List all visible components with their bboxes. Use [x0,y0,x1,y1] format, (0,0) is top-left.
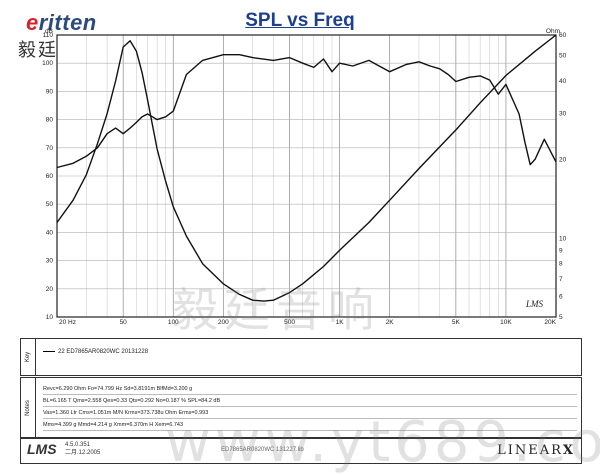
logo-wordmark: eritten [26,10,97,35]
legend-panel: Key 22 ED7865AR0820WC 20131228 [20,338,582,376]
chart-title: SPL vs Freq [245,10,355,31]
y-right-tick-label: 30 [559,111,567,118]
note-row: Mms=4.399 g Mmd=4.214 g Xmm=6.370m H Xem… [43,420,577,431]
chart: 20 Hz 50 100 200 500 1K 2K 5K 10K 20K dB 10 20 30 40 50… [42,28,567,326]
footer-version: 4.5.0.351 二月.12.2005 [65,442,101,456]
impedance-series-line [56,34,557,302]
y-left-axis-label: dB [45,28,53,35]
y-right-tick-label: 10 [559,235,567,242]
x-tick-label: 50 [120,319,128,326]
footer-panel: LMS 4.5.0.351 二月.12.2005 ED7865AR0820WC 1… [20,438,582,464]
y-left-tick-label: 110 [43,32,54,39]
footer-lms-logo: LMS [27,441,57,457]
x-tick-label: 5K [452,319,461,326]
y-left-tick-label: 60 [46,173,54,180]
x-tick-label: 500 [284,319,295,326]
y-left-tick-label: 100 [42,60,53,67]
footer-brand-logo: LINEARX [497,443,575,458]
y-left-tick-label: 70 [46,145,54,152]
legend-side-label: Key [21,339,36,375]
y-right-tick-label: 5 [559,314,563,321]
x-tick-label: 200 [218,319,229,326]
x-tick-label: 10K [500,319,512,326]
y-left-tick-label: 30 [46,258,54,265]
notes-panel: Notes Revc=6.290 Ohm Fo=74.799 Hz Sd=3.8… [20,377,582,438]
y-right-tick-label: 50 [559,53,567,60]
x-tick-label: 20 Hz [59,319,76,326]
y-right-tick-label: 9 [559,247,563,254]
y-left-tick-label: 80 [46,117,54,124]
y-left-tick-label: 20 [46,286,54,293]
x-tick-label: 100 [168,319,179,326]
notes-side-label: Notes [21,378,36,437]
y-right-tick-label: 20 [559,157,567,164]
plot-lms-mark: LMS [525,299,544,309]
legend-swatch [43,350,55,352]
y-right-tick-label: 8 [559,261,563,268]
x-tick-label: 20K [544,319,556,326]
y-left-tick-label: 90 [46,88,54,95]
note-row: Revc=6.290 Ohm Fo=74.799 Hz Sd=3.8191m B… [43,384,577,395]
y-left-tick-label: 40 [46,229,54,236]
y-left-tick-label: 50 [46,201,54,208]
plot-frame [56,34,557,318]
y-left-tick-label: 10 [46,314,54,321]
legend-entry: 22 ED7865AR0820WC 20131228 [43,349,148,355]
spl-series-line [56,54,557,169]
y-right-tick-label: 6 [559,293,563,300]
x-tick-label: 1K [336,319,345,326]
y-right-tick-label: 60 [559,32,567,39]
y-right-axis-label: Ohm [546,28,560,35]
x-tick-label: 2K [386,319,395,326]
footer-file: ED7865AR0820WC 131227.lib [221,447,304,453]
note-row: Vas=1.360 Ltr Cms=1.051m M/N Krms=373.73… [43,408,577,419]
y-right-tick-label: 7 [559,276,563,283]
y-right-tick-label: 40 [559,78,567,85]
note-row: BL=6.165 T Qms=2.558 Qes=0.33 Qts=0.292 … [43,396,577,407]
